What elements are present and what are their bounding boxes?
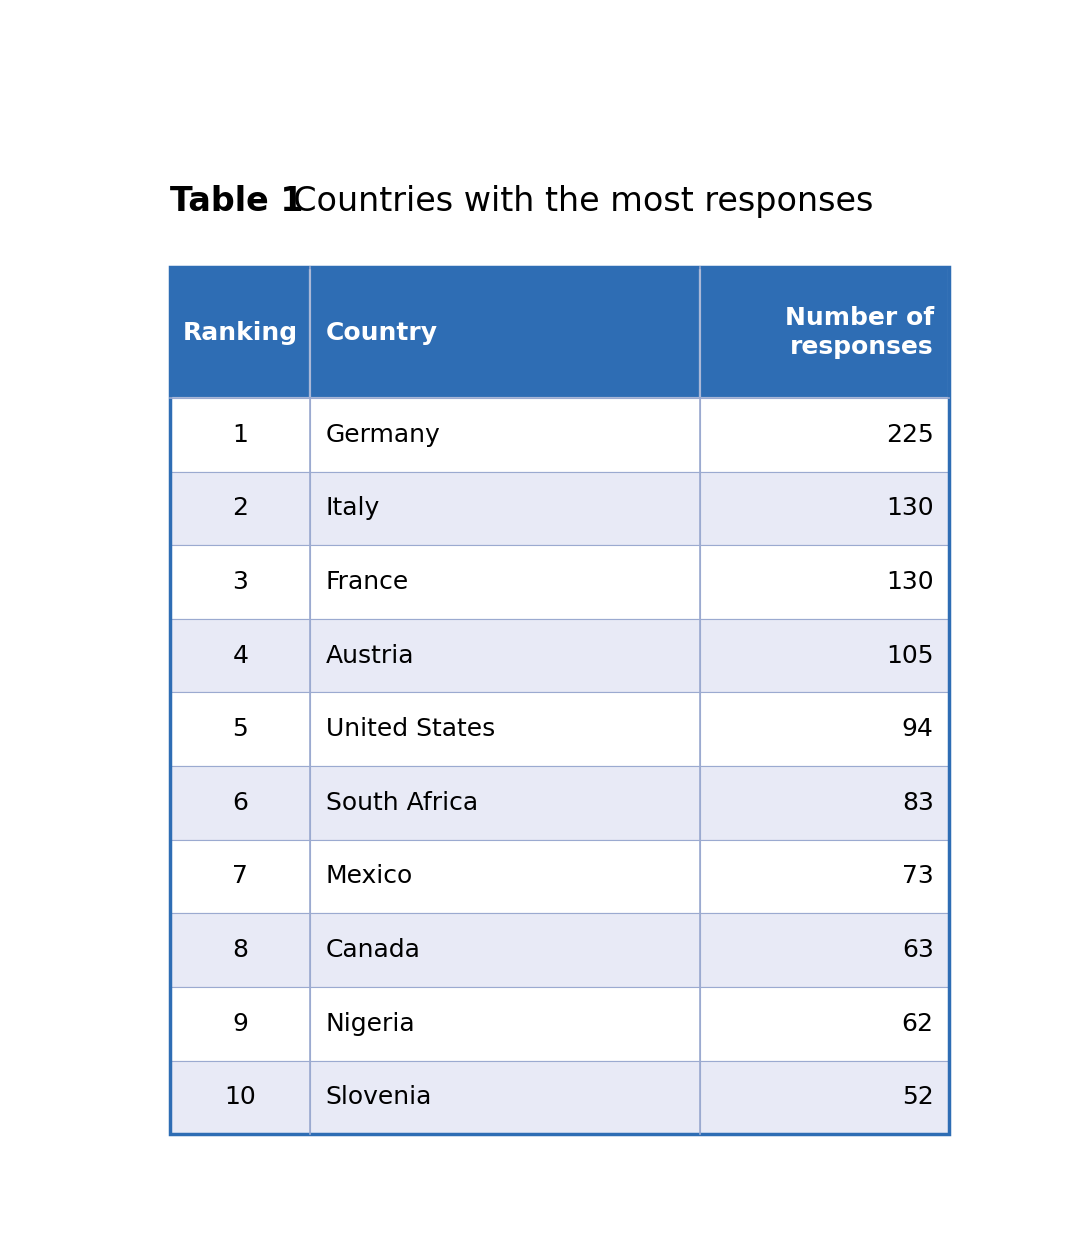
Text: Canada: Canada xyxy=(325,938,420,962)
Text: 10: 10 xyxy=(225,1086,257,1110)
Bar xyxy=(700,839,949,913)
Text: Ranking: Ranking xyxy=(182,321,298,345)
Text: 73: 73 xyxy=(902,864,934,888)
Bar xyxy=(700,619,949,692)
Bar xyxy=(310,472,700,545)
Bar xyxy=(700,692,949,766)
Bar xyxy=(170,766,310,839)
Bar xyxy=(170,988,310,1060)
Text: 225: 225 xyxy=(886,423,934,447)
Text: Country: Country xyxy=(325,321,438,345)
Bar xyxy=(170,472,310,545)
Bar xyxy=(310,766,700,839)
Text: 63: 63 xyxy=(902,938,934,962)
Text: South Africa: South Africa xyxy=(325,791,478,815)
Bar xyxy=(310,545,700,619)
Bar xyxy=(170,267,310,398)
Bar xyxy=(170,267,949,1135)
Text: Slovenia: Slovenia xyxy=(325,1086,432,1110)
Bar xyxy=(170,1060,310,1135)
Bar xyxy=(310,398,700,472)
Text: 4: 4 xyxy=(233,644,248,668)
Bar xyxy=(700,913,949,988)
Text: Italy: Italy xyxy=(325,497,380,521)
Text: 7: 7 xyxy=(233,864,248,888)
Text: 8: 8 xyxy=(233,938,248,962)
Text: 9: 9 xyxy=(233,1011,248,1035)
Bar xyxy=(310,913,700,988)
Bar xyxy=(310,619,700,692)
Text: Nigeria: Nigeria xyxy=(325,1011,415,1035)
Bar xyxy=(700,267,949,398)
Text: Germany: Germany xyxy=(325,423,440,447)
Text: 62: 62 xyxy=(902,1011,934,1035)
Text: 6: 6 xyxy=(233,791,248,815)
Text: United States: United States xyxy=(325,717,495,741)
Text: 130: 130 xyxy=(886,497,934,521)
Text: Number of
responses: Number of responses xyxy=(784,306,934,360)
Text: 83: 83 xyxy=(902,791,934,815)
Text: Countries with the most responses: Countries with the most responses xyxy=(272,185,874,218)
Text: 3: 3 xyxy=(233,570,248,594)
Text: 5: 5 xyxy=(233,717,248,741)
Bar xyxy=(170,913,310,988)
Bar xyxy=(700,988,949,1060)
Text: 1: 1 xyxy=(233,423,248,447)
Bar xyxy=(700,472,949,545)
Bar xyxy=(170,398,310,472)
Text: Mexico: Mexico xyxy=(325,864,413,888)
Bar xyxy=(700,766,949,839)
Text: 105: 105 xyxy=(887,644,934,668)
Bar xyxy=(310,267,700,398)
Bar xyxy=(170,619,310,692)
Bar xyxy=(310,692,700,766)
Text: France: France xyxy=(325,570,410,594)
Text: 94: 94 xyxy=(902,717,934,741)
Bar xyxy=(170,839,310,913)
Text: 2: 2 xyxy=(233,497,248,521)
Text: Table 1: Table 1 xyxy=(170,185,304,218)
Bar xyxy=(310,1060,700,1135)
Text: 52: 52 xyxy=(902,1086,934,1110)
Bar xyxy=(170,545,310,619)
Bar xyxy=(700,398,949,472)
Bar xyxy=(700,545,949,619)
Text: 130: 130 xyxy=(886,570,934,594)
Bar xyxy=(700,1060,949,1135)
Text: Austria: Austria xyxy=(325,644,414,668)
Bar xyxy=(170,692,310,766)
Bar xyxy=(310,839,700,913)
Bar xyxy=(310,988,700,1060)
